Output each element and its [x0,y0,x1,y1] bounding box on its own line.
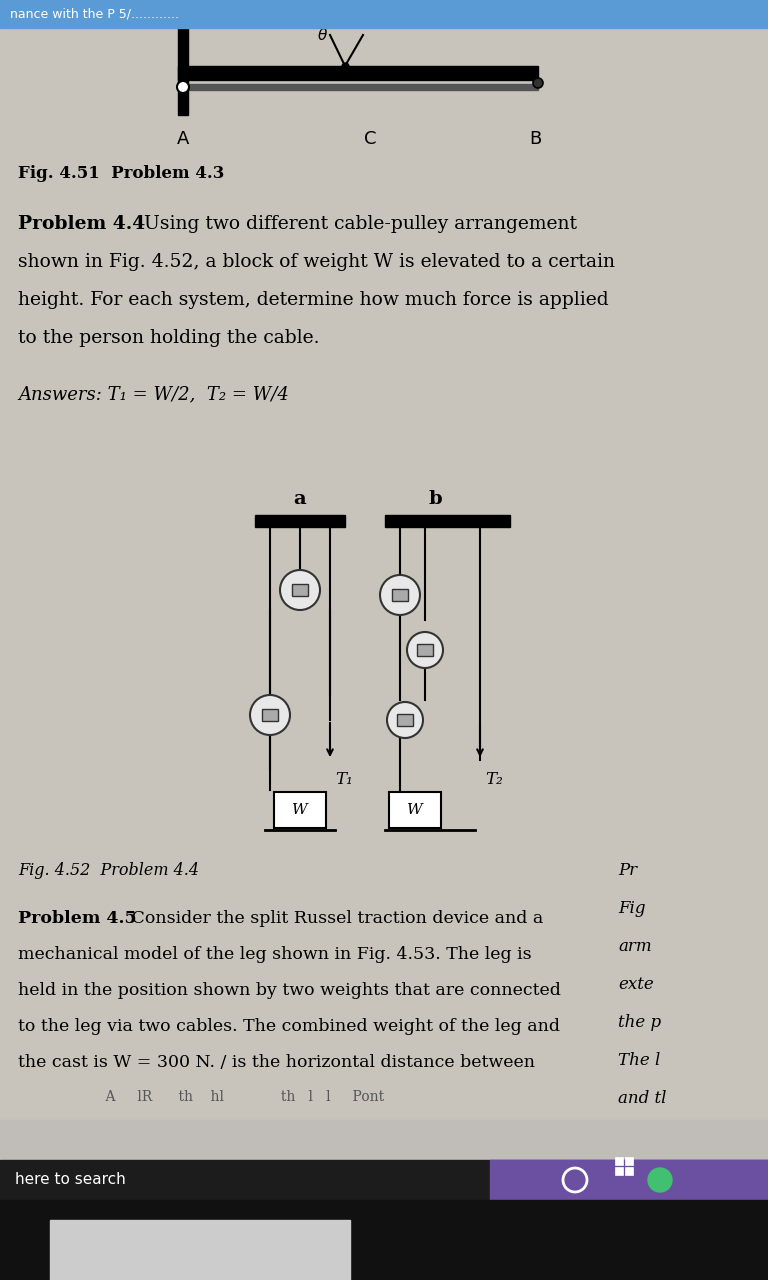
Bar [0,1120,768,1160]
Bar [389,792,441,828]
Text: W: W [292,803,308,817]
Bar [255,515,345,527]
Text: Fig. 4.51  Problem 4.3: Fig. 4.51 Problem 4.3 [18,165,224,182]
Bar [625,1157,633,1165]
Text: the cast is W = 300 N. / is the horizontal distance between: the cast is W = 300 N. / is the horizont… [18,1053,535,1071]
Bar [625,1167,633,1175]
Bar [385,515,510,527]
Text: to the person holding the cable.: to the person holding the cable. [18,329,319,347]
Text: Using two different cable-pulley arrangement: Using two different cable-pulley arrange… [138,215,577,233]
Text: arm: arm [618,938,651,955]
Text: C: C [364,131,376,148]
Bar [50,1220,350,1280]
Bar [490,1160,768,1201]
Circle shape [387,701,423,739]
Bar [178,84,538,90]
Bar [292,584,308,596]
Bar [615,1167,623,1175]
Circle shape [250,695,290,735]
Text: height. For each system, determine how much force is applied: height. For each system, determine how m… [18,291,608,308]
Text: Fig. 4.52  Problem 4.4: Fig. 4.52 Problem 4.4 [18,861,199,879]
Text: to the leg via two cables. The combined weight of the leg and: to the leg via two cables. The combined … [18,1018,560,1036]
Text: A: A [177,131,189,148]
Bar [274,792,326,828]
Text: shown in Fig. 4.52, a block of weight W is elevated to a certain: shown in Fig. 4.52, a block of weight W … [18,253,615,271]
Text: here to search: here to search [15,1172,126,1188]
Text: the p: the p [618,1014,661,1030]
Text: a: a [293,490,306,508]
Text: T₁: T₁ [335,772,353,788]
Text: Fig: Fig [618,900,645,916]
Bar [0,1160,768,1201]
Bar [392,589,408,602]
Text: W: W [407,803,423,817]
Text: Consider the split Russel traction device and a: Consider the split Russel traction devic… [126,910,543,927]
Text: nance with the P 5/............: nance with the P 5/............ [10,8,179,20]
Text: Answers: T₁ = W/2,  T₂ = W/4: Answers: T₁ = W/2, T₂ = W/4 [18,385,289,403]
Text: B: B [529,131,541,148]
Text: The l: The l [618,1052,660,1069]
Circle shape [177,81,189,93]
Text: T₂: T₂ [485,772,503,788]
Bar [178,26,188,115]
Circle shape [280,570,320,611]
Bar [0,1201,768,1280]
Circle shape [648,1167,672,1192]
Circle shape [533,78,543,88]
Bar [178,67,538,79]
Bar [615,1157,623,1165]
Text: Problem 4.4: Problem 4.4 [18,215,145,233]
Circle shape [380,575,420,614]
Bar [397,714,413,726]
Text: A     lR      th    hl             th   l   l     Pont: A lR th hl th l l Pont [18,1091,384,1103]
Text: exte: exte [618,975,654,993]
Text: b: b [429,490,442,508]
Text: held in the position shown by two weights that are connected: held in the position shown by two weight… [18,982,561,998]
Text: mechanical model of the leg shown in Fig. 4.53. The leg is: mechanical model of the leg shown in Fig… [18,946,531,963]
Bar [262,709,278,721]
Bar [417,644,433,655]
Text: and tl: and tl [618,1091,667,1107]
Text: Pr: Pr [618,861,637,879]
Bar [0,0,768,28]
Text: Problem 4.5: Problem 4.5 [18,910,137,927]
Text: As: As [618,1128,638,1146]
Circle shape [407,632,443,668]
Text: $\theta$: $\theta$ [317,27,328,44]
